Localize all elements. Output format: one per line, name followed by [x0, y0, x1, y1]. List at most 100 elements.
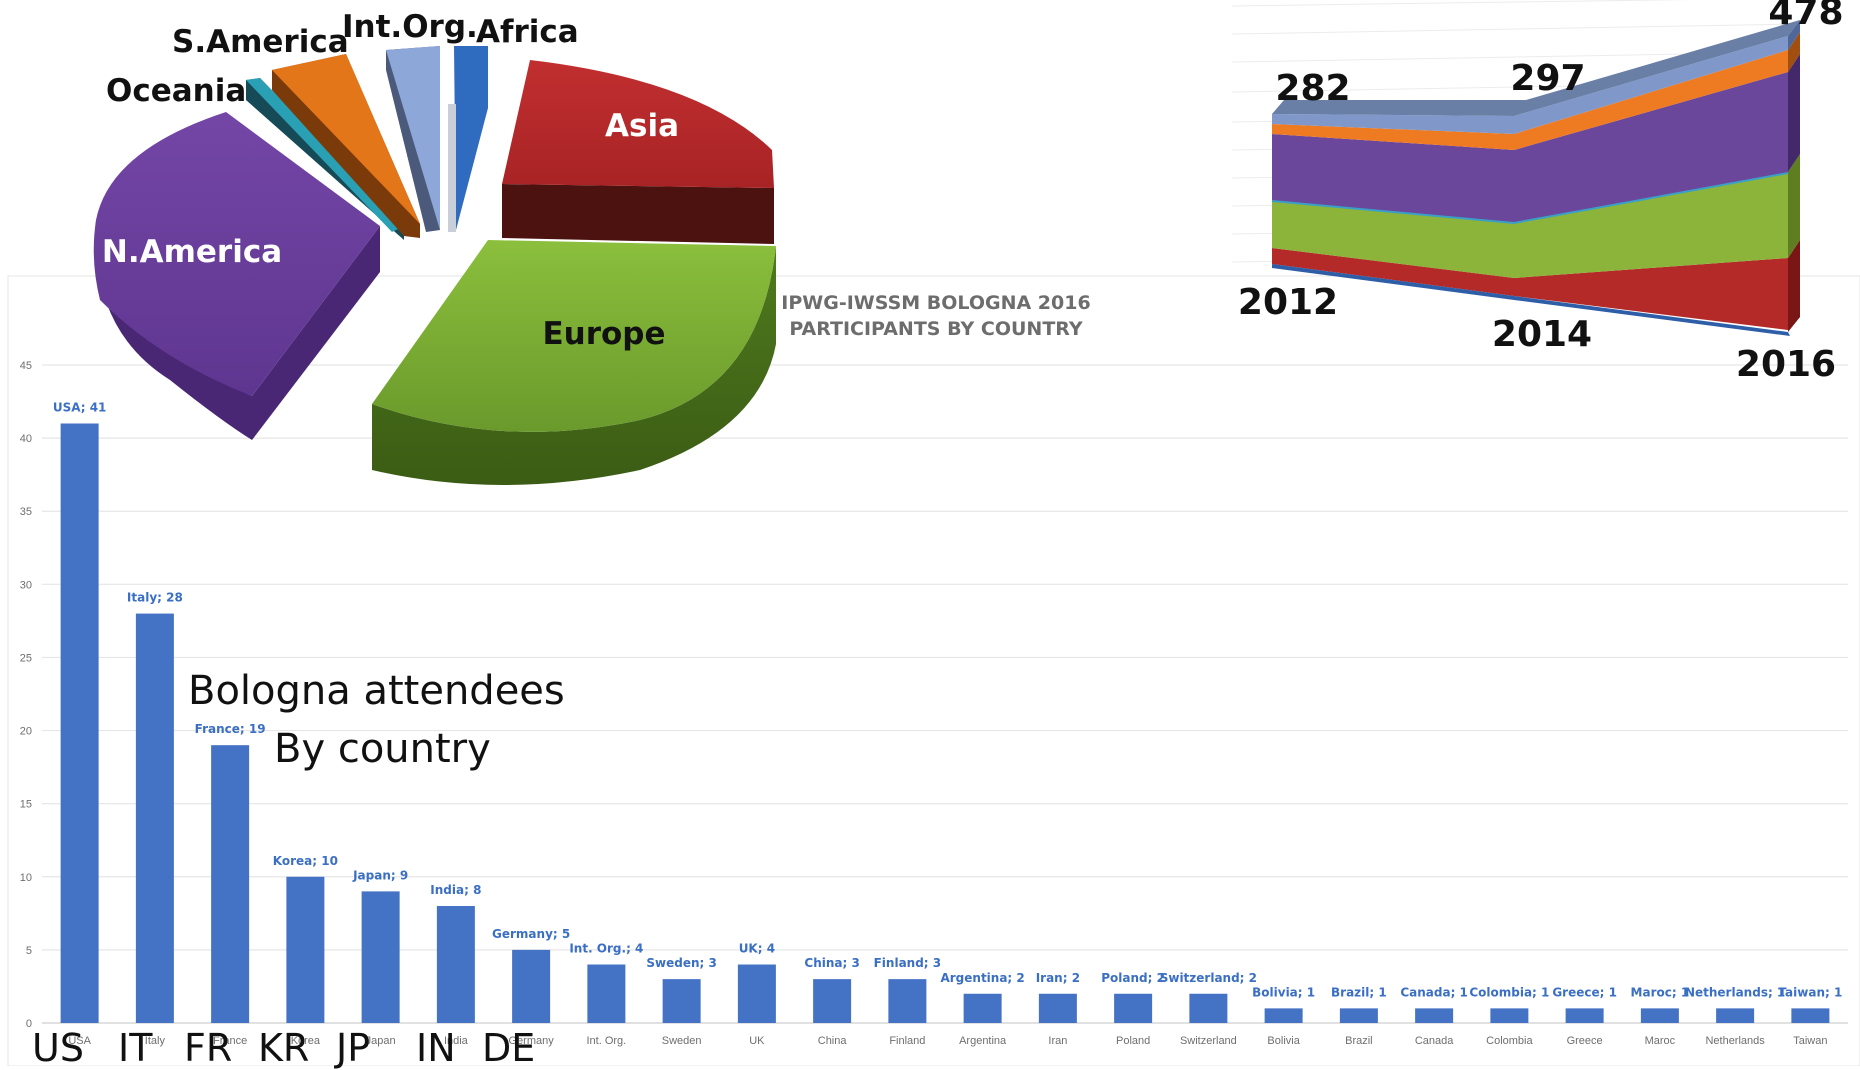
data-label-netherlands: Netherlands; 1	[1685, 985, 1785, 999]
area-total-2016: 478	[1768, 0, 1843, 33]
bar-france	[211, 745, 250, 1023]
x-tick-italy: Italy	[145, 1035, 166, 1047]
data-label-canada: Canada; 1	[1400, 985, 1468, 999]
x-tick-usa: USA	[68, 1035, 91, 1047]
bar-chart-subtitle: PARTICIPANTS BY COUNTRY	[789, 318, 1083, 340]
data-label-taiwan: Taiwan; 1	[1778, 985, 1842, 999]
bar-y-tick-labels: 0 5 10 15 20 25 30 35 40 45	[20, 360, 32, 1030]
y-tick-10: 10	[20, 872, 32, 884]
x-tick-china: China	[818, 1035, 848, 1047]
x-tick-switzerland: Switzerland	[1180, 1035, 1237, 1047]
x-tick-poland: Poland	[1116, 1035, 1150, 1047]
bar-colombia	[1490, 1008, 1529, 1023]
bar-sweden	[662, 979, 701, 1023]
y-tick-35: 35	[20, 506, 32, 518]
bar-maroc	[1640, 1008, 1679, 1023]
bar-chart: 0 5 10 15 20 25 30 35 40 45 USA; 41 Italy; 28 Franc…	[7, 275, 1860, 1066]
pie-label-asia: Asia	[605, 108, 679, 144]
x-tick-uk: UK	[749, 1035, 765, 1047]
area-total-labels: 2012 282 2014 297 2016 478	[1238, 0, 1844, 385]
pie-slice-n-america	[93, 112, 381, 440]
country-code-us: US	[32, 1026, 84, 1070]
country-code-fr: FR	[184, 1026, 233, 1070]
data-label-colombia: Colombia; 1	[1469, 985, 1549, 999]
bar-japan	[361, 891, 400, 1023]
data-label-italy: Italy; 28	[127, 591, 183, 605]
y-tick-5: 5	[26, 945, 32, 957]
area-layer-orange	[1272, 32, 1800, 150]
bar-marks	[60, 423, 1830, 1023]
y-tick-0: 0	[26, 1018, 32, 1030]
bar-argentina	[963, 993, 1002, 1023]
data-label-greece: Greece; 1	[1552, 985, 1617, 999]
data-label-int-org: Int. Org.; 4	[569, 942, 643, 956]
area-total-2014: 297	[1510, 58, 1585, 99]
x-tick-maroc: Maroc	[1645, 1035, 1676, 1047]
country-code-jp: JP	[336, 1026, 371, 1070]
x-tick-colombia: Colombia	[1486, 1035, 1533, 1047]
x-tick-japan: Japan	[366, 1035, 396, 1047]
bar-india	[436, 906, 475, 1023]
data-label-france: France; 19	[195, 722, 266, 736]
pie-label-int-org: Int.Org.	[342, 9, 478, 45]
data-label-switzerland: Switzerland; 2	[1160, 971, 1257, 985]
bar-data-labels: USA; 41 Italy; 28 France; 19 Korea; 10 Japan…	[53, 400, 1842, 999]
y-tick-20: 20	[20, 726, 32, 738]
pie-slice-asia	[502, 60, 774, 244]
country-code-de: DE	[482, 1026, 536, 1070]
data-label-poland: Poland; 2	[1101, 971, 1165, 985]
y-tick-15: 15	[20, 799, 32, 811]
data-label-uk: UK; 4	[739, 942, 775, 956]
annotation-line-1: Bologna attendees	[188, 668, 565, 714]
x-tick-korea: Korea	[291, 1035, 321, 1047]
x-tick-france: France	[213, 1035, 247, 1047]
bar-greece	[1565, 1008, 1604, 1023]
y-tick-30: 30	[20, 579, 32, 591]
pie-label-oceania: Oceania	[106, 73, 246, 109]
area-total-2012: 282	[1275, 68, 1350, 109]
bar-gridlines	[42, 364, 1848, 1024]
x-tick-int-org: Int. Org.	[587, 1035, 627, 1047]
pie-slice-int-org	[386, 46, 440, 232]
x-tick-taiwan: Taiwan	[1793, 1035, 1827, 1047]
data-label-korea: Korea; 10	[273, 854, 338, 868]
data-label-bolivia: Bolivia; 1	[1252, 985, 1315, 999]
bar-taiwan	[1791, 1008, 1830, 1023]
area-year-2016: 2016	[1736, 344, 1836, 385]
bar-switzerland	[1189, 993, 1228, 1023]
y-tick-45: 45	[20, 360, 32, 372]
area-year-2012: 2012	[1238, 282, 1338, 323]
bar-iran	[1038, 993, 1077, 1023]
bar-usa	[60, 423, 99, 1023]
x-tick-sweden: Sweden	[662, 1035, 702, 1047]
bar-canada	[1415, 1008, 1454, 1023]
y-tick-25: 25	[20, 652, 32, 664]
bar-germany	[512, 949, 551, 1023]
y-tick-40: 40	[20, 433, 32, 445]
bar-uk	[737, 964, 776, 1023]
x-tick-greece: Greece	[1567, 1035, 1603, 1047]
pie-label-n-america: N.America	[102, 234, 282, 270]
data-label-india: India; 8	[430, 883, 481, 897]
bar-brazil	[1339, 1008, 1378, 1023]
x-tick-bolivia: Bolivia	[1267, 1035, 1300, 1047]
data-label-japan: Japan; 9	[352, 868, 408, 882]
x-tick-netherlands: Netherlands	[1705, 1035, 1765, 1047]
bar-italy	[135, 613, 174, 1023]
pie-slice-europe	[372, 240, 776, 485]
pie-slice-oceania	[246, 78, 404, 240]
pie-slice-africa	[448, 46, 488, 232]
x-tick-finland: Finland	[889, 1035, 925, 1047]
data-label-iran: Iran; 2	[1036, 971, 1080, 985]
bar-bolivia	[1264, 1008, 1303, 1023]
area-chart: 2012 282 2014 297 2016 478	[1231, 0, 1844, 385]
x-tick-india: India	[444, 1035, 469, 1047]
bar-int-org	[587, 964, 626, 1023]
country-code-it: IT	[118, 1026, 153, 1070]
annotation-line-2: By country	[274, 726, 491, 772]
bar-finland	[888, 979, 927, 1023]
area-year-2014: 2014	[1492, 314, 1592, 355]
data-label-china: China; 3	[804, 956, 859, 970]
x-tick-germany: Germany	[509, 1035, 555, 1047]
